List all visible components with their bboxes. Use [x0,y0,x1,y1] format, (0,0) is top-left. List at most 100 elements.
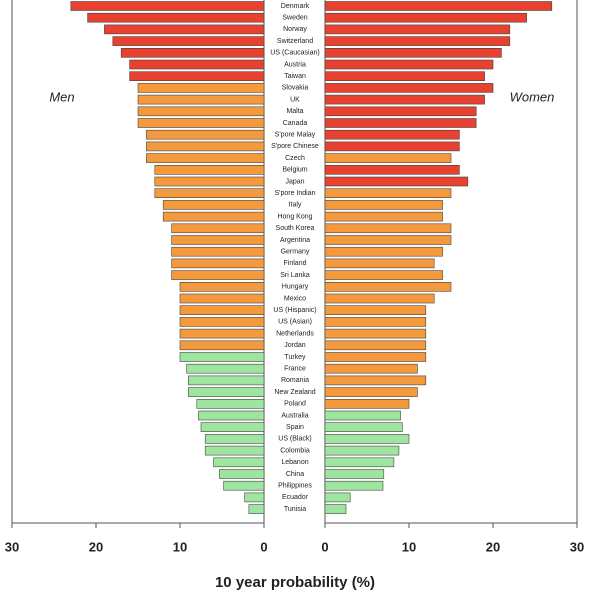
bar [213,457,265,468]
bar [324,469,385,479]
x-tick-label: 10 [402,539,416,554]
bar [324,211,443,222]
category-label: Germany [281,249,310,256]
bar [324,94,485,105]
bar [324,445,400,456]
x-tick-label: 20 [486,539,500,554]
bar [112,36,265,46]
category-label: Australia [281,412,308,419]
bar [204,434,265,444]
bar [104,24,265,35]
bar [70,1,265,11]
bar [324,375,427,386]
bar [324,293,435,304]
category-label: Poland [284,401,306,408]
bar [324,118,477,128]
bar [324,188,452,198]
bar [179,340,265,351]
bar [154,188,265,198]
bar [179,317,265,327]
bar [200,422,265,433]
bar [324,12,527,23]
bar [324,410,401,421]
bar [324,270,443,280]
category-label: US (Black) [278,436,311,443]
category-label: Sri Lanka [280,272,310,279]
bar [324,457,395,468]
bar [324,504,347,514]
x-tick-label: 30 [5,539,19,554]
bar [324,153,452,163]
bar [324,480,384,491]
bar [324,246,443,257]
category-label: US (Asian) [278,319,312,326]
bar [324,235,452,245]
bar [324,83,494,93]
bar [324,165,460,175]
bar [179,305,265,316]
bar [171,258,265,269]
bar [162,200,265,210]
category-label: Romania [281,377,309,384]
bar [324,59,494,70]
category-label: Philippines [278,483,312,490]
category-label: Austria [284,61,306,68]
bar [171,246,265,257]
category-label: Netherlands [276,330,314,337]
category-label: Turkey [284,354,306,361]
bar [154,176,265,187]
bar [324,281,452,292]
x-tick-label: 30 [570,539,584,554]
bar [186,363,265,374]
bar [324,422,403,433]
bar [324,340,427,351]
bar [244,492,265,503]
bar [324,36,511,46]
bar [129,71,265,81]
bar [179,328,265,339]
bar [154,165,265,175]
category-label: Norway [283,26,307,33]
category-label: Italy [289,202,302,209]
bar [204,445,265,456]
bar [324,258,435,269]
bar [219,469,265,479]
bar [223,480,265,491]
bar [146,129,265,140]
category-label: New Zealand [274,389,315,396]
bar [137,83,265,93]
bar [188,375,265,386]
category-label: Finland [284,260,307,267]
category-label: Belgium [282,167,307,174]
bar [188,387,265,397]
category-label: Denmark [281,3,310,10]
category-label: Japan [285,178,304,185]
bar [324,317,427,327]
bar [324,398,410,409]
bar [324,106,477,117]
bar [179,293,265,304]
category-label: France [284,366,306,373]
bar [324,141,460,152]
bar [324,129,460,140]
bar [324,47,502,58]
category-label: Slovakia [282,85,309,92]
category-label: Hungary [282,284,309,291]
category-label: S'pore Chinese [271,143,319,150]
bar [137,106,265,117]
bar [137,94,265,105]
bar [324,434,410,444]
category-label: China [286,471,304,478]
bar [179,281,265,292]
bar [324,352,427,362]
bar [198,410,265,421]
category-label: South Korea [276,225,315,232]
bar [324,71,485,81]
category-label: Argentina [280,237,310,244]
category-label: Mexico [284,295,306,302]
bar [171,223,265,234]
bar [146,153,265,163]
bar [137,118,265,128]
category-label: Sweden [282,15,307,22]
